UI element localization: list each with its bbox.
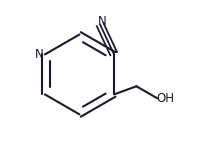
Text: N: N [97, 15, 106, 28]
Text: N: N [34, 48, 43, 61]
Text: OH: OH [156, 92, 174, 105]
